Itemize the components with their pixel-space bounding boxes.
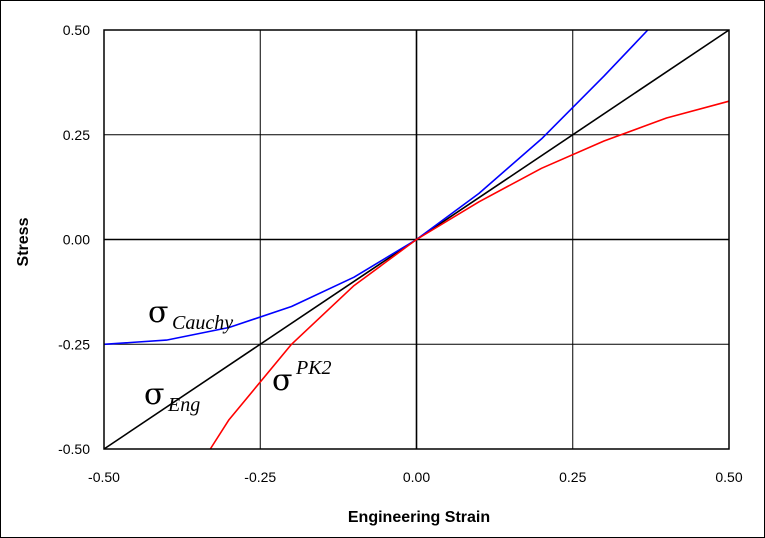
x-tick-label: 0.00 [403,469,430,485]
series-layer [103,29,730,450]
y-tick-label: -0.50 [58,441,90,457]
x-tick-label: -0.50 [88,469,120,485]
y-tick-label: 0.25 [63,127,90,143]
series-line-cauchy [103,29,649,346]
y-tick-label: 0.50 [63,22,90,38]
annotation-eng: σ Eng [144,377,200,416]
y-tick-labels: 0.50 0.25 0.00 -0.25 -0.50 [58,22,90,457]
annotation-pk2-superscript: PK2 [295,357,332,379]
annotation-cauchy-subscript: Cauchy [172,312,233,334]
x-tick-label: 0.50 [715,469,742,485]
x-tick-label: -0.25 [244,469,276,485]
annotation-eng-subscript: Eng [167,394,200,416]
annotation-pk2: σ PK2 [272,357,332,398]
series-line-pk2 [209,100,730,450]
annotation-pk2-symbol: σ [272,363,292,398]
annotation-cauchy: σ Cauchy [148,295,233,334]
annotation-cauchy-symbol: σ [148,295,168,330]
x-tick-label: 0.25 [559,469,586,485]
x-axis-title: Engineering Strain [348,509,490,526]
plot-border [103,29,730,450]
x-tick-labels: -0.50 -0.25 0.00 0.25 0.50 [88,469,743,485]
y-axis-title: Stress [15,217,32,266]
annotation-eng-symbol: σ [144,377,164,412]
y-tick-label: 0.00 [63,232,90,248]
y-tick-label: -0.25 [58,336,90,352]
